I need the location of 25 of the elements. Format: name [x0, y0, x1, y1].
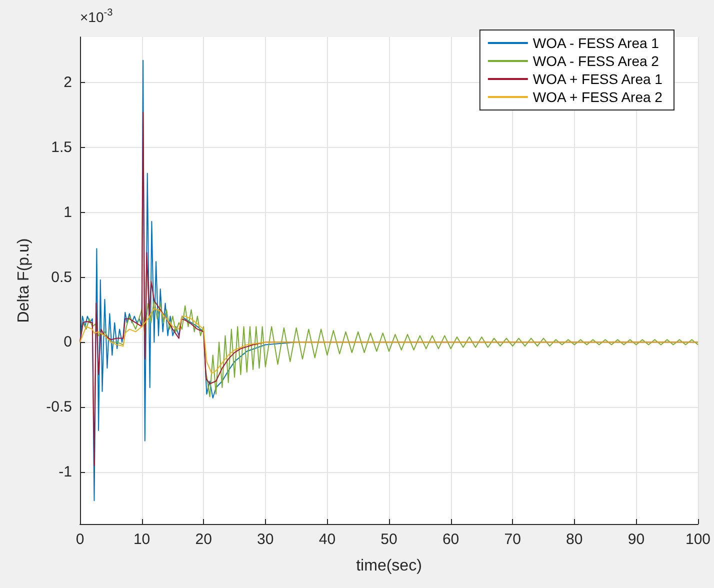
legend-label: WOA + FESS Area 1: [532, 71, 663, 87]
x-tick-label: 50: [380, 531, 398, 548]
y-tick-label: 0: [64, 334, 72, 351]
line-series: [80, 308, 698, 374]
x-tick-label: 40: [318, 531, 336, 548]
x-tick-label: 70: [504, 531, 521, 548]
x-tick-label: 90: [628, 531, 645, 548]
legend-label: WOA - FESS Area 2: [532, 53, 660, 69]
y-axis-title: Delta F(p.u): [16, 238, 32, 323]
y-tick-label: 0.5: [51, 268, 72, 286]
x-tick-label: 80: [566, 531, 583, 548]
x-tick-label: 100: [685, 531, 711, 548]
x-tick-label: 0: [76, 531, 84, 548]
x-axis-title: time(sec): [356, 558, 422, 574]
x-tick-label: 10: [133, 531, 150, 548]
y-tick-label: 1.5: [51, 138, 72, 156]
y-tick-label: -0.5: [46, 398, 72, 416]
y-tick-label: -1: [58, 464, 72, 481]
y-tick-label: 1: [64, 204, 72, 221]
legend-label: WOA - FESS Area 1: [532, 35, 660, 51]
x-tick-label: 30: [257, 531, 274, 548]
x-tick-label: 60: [442, 531, 460, 548]
y-tick-label: 2: [64, 74, 72, 91]
legend-label: WOA + FESS Area 2: [532, 89, 663, 105]
x-tick-label: 20: [195, 531, 212, 548]
